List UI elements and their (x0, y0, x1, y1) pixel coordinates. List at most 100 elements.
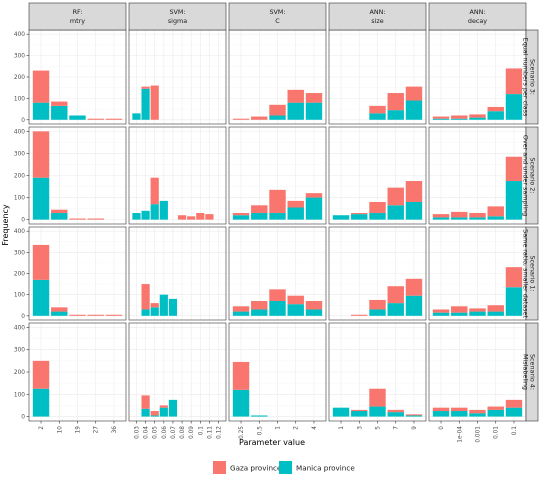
panel-border (228, 126, 327, 225)
y-tick-label: 400 (14, 129, 25, 135)
bar-manica (351, 214, 368, 220)
bar-gaza (451, 211, 468, 218)
bar-gaza (150, 303, 159, 308)
strip-background (525, 126, 539, 225)
bar-manica (269, 115, 286, 120)
x-tick-label: 0.04 (144, 426, 150, 439)
bar-gaza (432, 116, 450, 119)
bar-manica (332, 215, 350, 220)
bar-gaza (177, 215, 187, 220)
strip-background (228, 2, 327, 31)
bar-manica (405, 100, 423, 120)
row-strip-label-scenario: Scenario 2: (529, 157, 537, 193)
y-tick-label: 300 (14, 250, 25, 256)
axes-layer: 0100200300400010020030040001002003004002… (14, 32, 518, 443)
x-tick-label: 0 (439, 426, 445, 430)
bar-manica (505, 407, 523, 417)
bar-manica (32, 388, 50, 417)
bar-manica (232, 311, 250, 316)
panel-r2-c1 (28, 126, 127, 225)
strip-background (525, 322, 539, 422)
bar-gaza (487, 206, 504, 217)
x-tick-label: 2 (39, 426, 45, 430)
bar-manica (51, 311, 68, 316)
y-tick-label: 300 (14, 348, 25, 354)
bar-manica (405, 415, 423, 417)
panel-r2-c3 (228, 126, 327, 225)
bar-gaza (159, 405, 168, 408)
bar-gaza (251, 301, 268, 310)
strip-background (328, 2, 427, 31)
bar-manica (251, 415, 268, 417)
bar-manica (150, 415, 159, 417)
bar-gaza (432, 407, 450, 412)
strip-background (428, 2, 527, 31)
strip-background (525, 226, 539, 321)
bar-manica (505, 94, 523, 120)
bar-manica (505, 181, 523, 220)
bar-gaza (69, 314, 86, 316)
bar-gaza (150, 411, 159, 416)
bar-gaza (369, 388, 386, 407)
bar-manica (369, 213, 386, 220)
y-tick-label: 400 (14, 32, 25, 38)
y-tick-label: 200 (14, 75, 25, 81)
x-tick-label: 27 (94, 426, 100, 434)
bar-gaza (187, 216, 196, 220)
bar-gaza (141, 395, 150, 409)
strip-label-model: ANN: (369, 8, 385, 16)
panel-r2-c5 (428, 126, 527, 225)
bar-gaza (232, 306, 250, 312)
bar-gaza (87, 118, 104, 120)
panel-r2-c4 (328, 126, 427, 225)
bar-manica (469, 117, 486, 120)
legend: Gaza province Manica province (213, 461, 355, 474)
bar-manica (469, 413, 486, 417)
panel-border (228, 226, 327, 321)
strip-background (28, 2, 127, 31)
panel-r4-c3 (228, 322, 327, 422)
bar-manica (432, 118, 450, 120)
bar-gaza (141, 86, 150, 89)
bar-manica (269, 301, 286, 316)
x-tick-label: 0.12 (217, 426, 223, 439)
bar-manica (141, 309, 150, 316)
x-tick-label: 2 (294, 426, 300, 430)
bar-gaza (251, 205, 268, 214)
bar-gaza (505, 399, 523, 408)
bar-manica (132, 113, 141, 120)
bar-gaza (451, 306, 468, 313)
x-tick-label: 0.1 (198, 426, 204, 436)
bar-gaza (105, 314, 123, 316)
x-tick-label: 9 (412, 426, 418, 430)
bar-gaza (105, 118, 123, 120)
panel-border (128, 226, 227, 321)
bar-gaza (469, 213, 486, 218)
strip-label-model: ANN: (469, 8, 485, 16)
panel-r1-c2 (128, 29, 227, 125)
bar-gaza (196, 213, 205, 220)
strip-label-parameter: decay (468, 17, 487, 25)
bar-manica (405, 201, 423, 220)
x-tick-label: 0.06 (162, 426, 168, 439)
bar-gaza (287, 200, 304, 208)
y-tick-label: 300 (14, 54, 25, 60)
panel-border (328, 226, 427, 321)
panel-border (128, 126, 227, 225)
panel-r1-c3 (228, 29, 327, 125)
strip-label-model: SVM: (269, 8, 285, 16)
bar-manica (141, 88, 150, 120)
panel-r1-c4 (328, 29, 427, 125)
bar-manica (369, 406, 386, 417)
bar-gaza (32, 131, 50, 178)
bar-gaza (269, 289, 286, 302)
row-strip-label-description: Same ratio, smaller dataset (522, 229, 530, 318)
bar-gaza (351, 314, 368, 316)
row-strip-label-description: Equal numbers per class (522, 38, 530, 117)
strip-label-model: SVM: (169, 8, 185, 16)
legend-label-manica: Manica province (296, 464, 355, 473)
row-strip-label-description: Mislabeling (522, 354, 530, 390)
x-tick-label: 0.11 (207, 426, 213, 439)
x-tick-label: 4 (312, 426, 318, 430)
x-tick-label: 0.08 (180, 426, 186, 439)
